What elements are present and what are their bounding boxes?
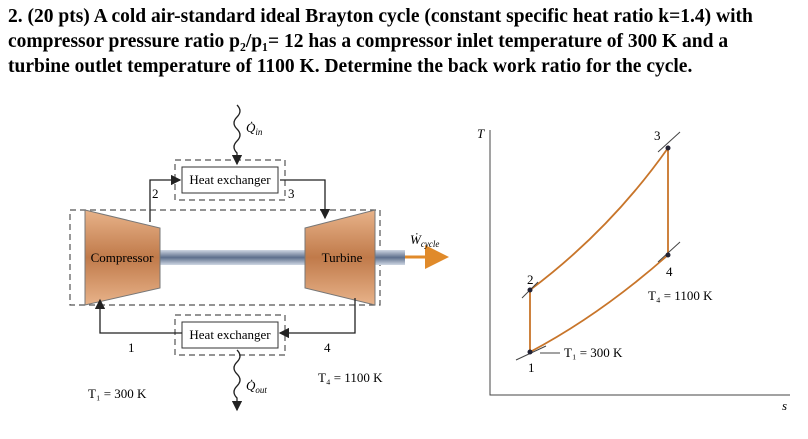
state-label: 4 <box>324 340 331 355</box>
boundary <box>69 209 381 306</box>
heat-out-arrow <box>231 349 243 412</box>
heat-exchanger-label: Heat exchanger <box>189 172 271 187</box>
state-point <box>665 145 671 151</box>
state-label: 2 <box>527 272 534 287</box>
turbine-shape <box>304 209 376 306</box>
heat-exchanger-label: Heat exchanger <box>189 327 271 342</box>
temperature-label: T₄ = 1100 K <box>318 370 383 385</box>
problem-line: 2. (20 pts) A cold air-standard ideal Br… <box>8 6 753 27</box>
heat-exchanger <box>181 166 279 194</box>
state-point <box>665 252 671 258</box>
schematic: Compressor Turbine Heat exchanger Heat e… <box>69 104 449 412</box>
axes <box>489 130 790 396</box>
ts-diagram: T s 1 2 3 4 T₄ = 1100 K T₁ = 300 K <box>477 126 790 413</box>
heat-exchanger <box>181 321 279 349</box>
axis-label: T <box>477 126 485 141</box>
flow-arrow <box>149 174 182 222</box>
heat-in-label: Q̇in <box>246 120 263 137</box>
state-label: 4 <box>666 264 673 279</box>
compressor-label: Compressor <box>91 250 155 265</box>
state-label: 3 <box>654 128 661 143</box>
state-label: 2 <box>152 186 159 201</box>
problem-line: compressor pressure ratio p₂/p₁= 12 has … <box>8 31 728 52</box>
compressor-shape <box>84 209 161 306</box>
problem-line: turbine outlet temperature of 1100 K. De… <box>8 56 692 77</box>
cycle-path <box>529 145 669 353</box>
heat-in-arrow <box>231 104 243 166</box>
temperature-label: T₄ = 1100 K <box>648 288 713 303</box>
flow-arrow <box>280 179 331 220</box>
state-point <box>527 349 533 355</box>
work-label: Ẇcycle <box>410 232 439 249</box>
state-point <box>527 287 533 293</box>
flow-arrow <box>94 298 182 334</box>
state-label: 1 <box>128 340 135 355</box>
axis-label: s <box>782 398 787 413</box>
problem-text: 2. (20 pts) A cold air-standard ideal Br… <box>8 6 753 77</box>
turbine-label: Turbine <box>322 250 363 265</box>
temperature-label: T₁ = 300 K <box>88 386 147 401</box>
state-label: 1 <box>528 360 535 375</box>
flow-arrow <box>278 298 356 339</box>
heat-out-label: Q̇out <box>246 378 267 395</box>
temperature-label: T₁ = 300 K <box>564 345 623 360</box>
state-label: 3 <box>288 186 295 201</box>
